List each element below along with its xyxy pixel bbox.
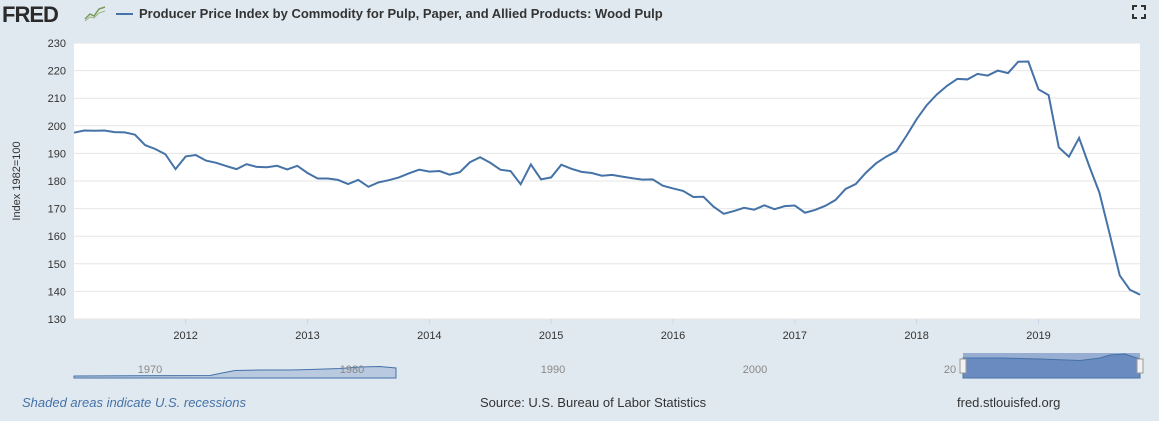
x-tick-label: 2014 — [417, 330, 441, 342]
y-tick-label: 200 — [48, 121, 66, 133]
navigator-area-left — [73, 365, 397, 379]
y-tick-label: 170 — [48, 204, 66, 216]
y-axis: 130 140 150 160 170 180 190 200 210 220 230 — [48, 38, 66, 326]
y-tick-label: 210 — [48, 93, 66, 105]
y-tick-label: 140 — [48, 286, 66, 298]
y-tick-label: 230 — [48, 38, 66, 50]
series-line[interactable] — [73, 60, 1141, 296]
navigator-tick-label: 1980 — [340, 364, 364, 376]
y-tick-label: 190 — [48, 148, 66, 160]
navigator-tick-label: 1970 — [138, 364, 162, 376]
site-link[interactable]: fred.stlouisfed.org — [957, 395, 1061, 410]
y-axis-label: Index 1982=100 — [11, 141, 23, 220]
source-text: Source: U.S. Bureau of Labor Statistics — [480, 395, 707, 410]
chart-header: FRED Producer Price Index by Commodity f… — [0, 0, 1159, 30]
legend-swatch — [116, 13, 133, 15]
x-tick-label: 2016 — [661, 330, 685, 342]
x-tick-label: 2018 — [904, 330, 928, 342]
navigator-handle-right[interactable] — [1136, 358, 1144, 374]
navigator-tick-label: 2000 — [743, 364, 767, 376]
y-tick-label: 150 — [48, 259, 66, 271]
y-tick-label: 130 — [48, 314, 66, 326]
x-tick-label: 2012 — [173, 330, 197, 342]
y-tick-label: 180 — [48, 176, 66, 188]
x-tick-label: 2019 — [1026, 330, 1050, 342]
line-graph-icon — [84, 4, 106, 22]
navigator-tick-label: 1990 — [541, 364, 565, 376]
gridlines — [74, 42, 1140, 320]
fullscreen-icon[interactable] — [1132, 5, 1146, 19]
navigator-handle-left[interactable] — [959, 358, 967, 374]
navigator-tick-label: 20 — [944, 364, 956, 376]
x-tick-label: 2015 — [539, 330, 563, 342]
y-tick-label: 160 — [48, 231, 66, 243]
x-tick-label: 2017 — [783, 330, 807, 342]
x-axis: 2012 2013 2014 2015 2016 2017 2018 2019 — [173, 319, 1051, 342]
recession-note: Shaded areas indicate U.S. recessions — [22, 395, 247, 410]
x-tick-label: 2013 — [295, 330, 319, 342]
y-tick-label: 220 — [48, 66, 66, 78]
series-title: Producer Price Index by Commodity for Pu… — [139, 6, 663, 21]
navigator[interactable]: 1970 1980 1990 2000 20 — [73, 352, 1144, 379]
fred-logo[interactable]: FRED — [2, 2, 59, 27]
navigator-ticks: 1970 1980 1990 2000 20 — [138, 364, 956, 376]
